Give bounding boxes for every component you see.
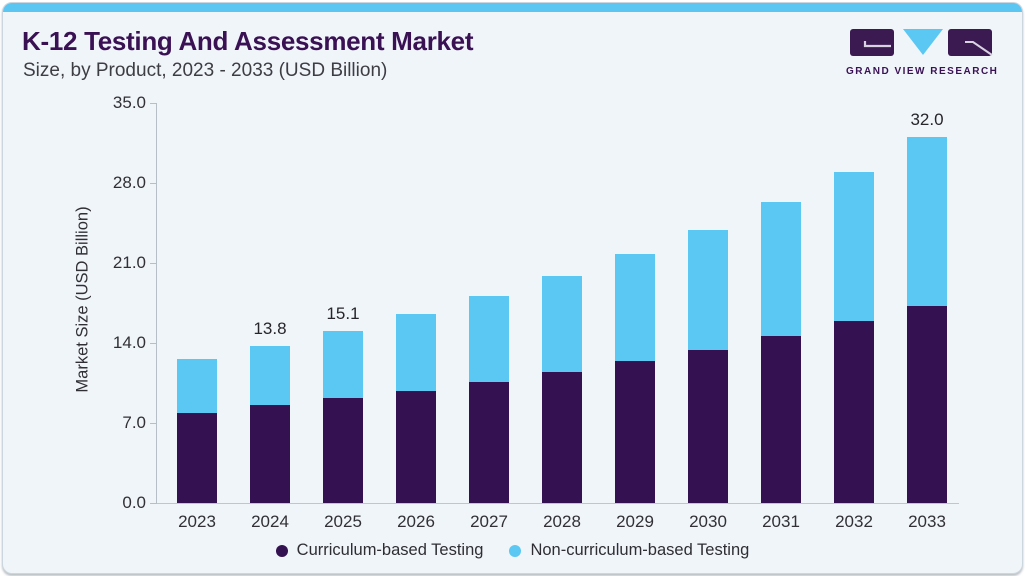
legend-swatch — [509, 544, 522, 557]
x-tick-label: 2031 — [762, 512, 800, 531]
x-tick-label: 2027 — [470, 512, 508, 531]
bar-segment-curriculum — [761, 336, 801, 503]
bar-segment-non-curriculum — [250, 346, 290, 405]
bar-segment-curriculum — [469, 382, 509, 503]
bar-segment-non-curriculum — [761, 202, 801, 336]
x-tick-label: 2030 — [689, 512, 727, 531]
x-tick-label: 2025 — [324, 512, 362, 531]
bar-segment-curriculum — [542, 372, 582, 503]
y-tick-mark — [150, 262, 157, 264]
bar-segment-non-curriculum — [323, 331, 363, 398]
x-tick-label: 2023 — [178, 512, 216, 531]
bar-segment-non-curriculum — [834, 172, 874, 321]
y-tick-label: 28.0 — [112, 173, 146, 192]
y-tick-label: 0.0 — [122, 493, 146, 512]
plot-area: 0.0 7.0 14.0 21.0 28.0 35.0 2023 2024 13.8 2025 15… — [113, 93, 959, 531]
legend: Curriculum-based Testing Non-curriculum-b… — [3, 541, 1022, 560]
x-tick-label: 2032 — [835, 512, 873, 531]
bar-segment-curriculum — [688, 350, 728, 503]
bar-segment-non-curriculum — [177, 359, 217, 413]
chart-subtitle: Size, by Product, 2023 - 2033 (USD Billi… — [23, 60, 388, 81]
gvr-logo: GRAND VIEW RESEARCH — [846, 28, 999, 77]
bar-value-label: 13.8 — [253, 319, 287, 338]
bar-segment-non-curriculum — [469, 296, 509, 382]
y-tick-mark — [150, 502, 157, 504]
y-tick-mark — [150, 342, 157, 344]
bar-segment-non-curriculum — [615, 254, 655, 361]
x-tick-label: 2026 — [397, 512, 435, 531]
bar-segment-curriculum — [250, 405, 290, 503]
x-tick-label: 2024 — [251, 512, 289, 531]
legend-swatch — [275, 544, 288, 557]
y-tick-label: 7.0 — [122, 413, 146, 432]
bar-segment-non-curriculum — [907, 137, 947, 306]
x-tick-label: 2028 — [543, 512, 581, 531]
logo-text: GRAND VIEW RESEARCH — [846, 66, 999, 77]
bar-segment-curriculum — [323, 398, 363, 503]
bar-segment-curriculum — [177, 413, 217, 503]
top-accent-bar — [3, 3, 1022, 12]
page-title: K-12 Testing And Assessment Market — [22, 26, 474, 56]
bar-segment-curriculum — [907, 306, 947, 503]
y-tick-label: 21.0 — [112, 253, 146, 272]
bar-segment-non-curriculum — [542, 276, 582, 372]
bar-segment-curriculum — [396, 391, 436, 503]
legend-item: Non-curriculum-based Testing — [509, 541, 749, 560]
legend-label: Curriculum-based Testing — [296, 541, 484, 559]
y-axis-title: Market Size (USD Billion) — [73, 206, 92, 393]
y-tick-label: 14.0 — [112, 333, 146, 352]
bar-segment-curriculum — [834, 321, 874, 503]
gvr-logo-icon — [850, 29, 993, 56]
bar-value-label: 15.1 — [326, 304, 360, 323]
y-tick-mark — [150, 422, 157, 424]
y-tick-mark — [150, 102, 157, 104]
bar-segment-non-curriculum — [688, 230, 728, 350]
bar-segment-curriculum — [615, 361, 655, 503]
bar-segment-non-curriculum — [396, 314, 436, 391]
y-tick-label: 35.0 — [112, 93, 146, 112]
legend-item: Curriculum-based Testing — [275, 541, 484, 560]
x-tick-label: 2029 — [616, 512, 654, 531]
legend-label: Non-curriculum-based Testing — [530, 541, 750, 559]
x-tick-label: 2033 — [908, 512, 946, 531]
y-tick-mark — [150, 182, 157, 184]
bar-value-label: 32.0 — [910, 110, 944, 129]
